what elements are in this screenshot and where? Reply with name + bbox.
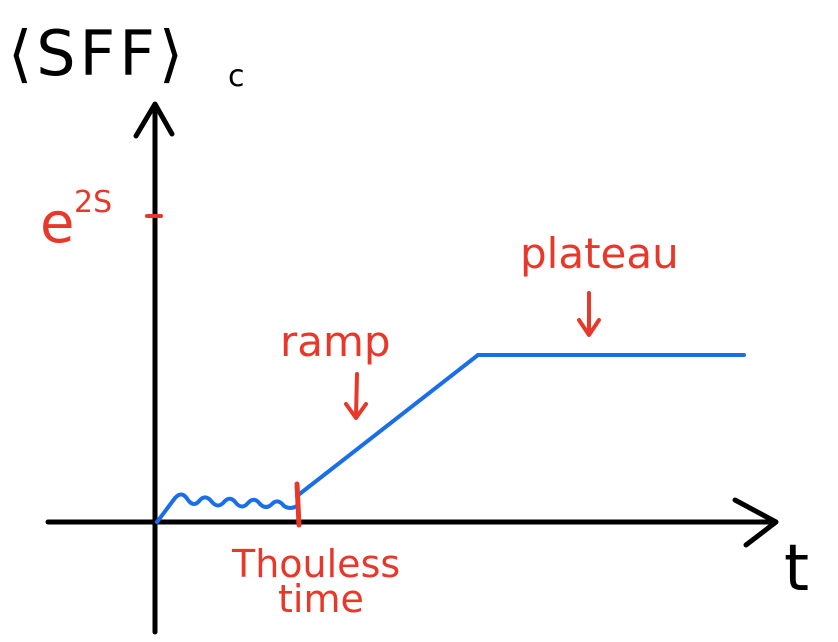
x-axis-arrowhead [732, 497, 779, 548]
plateau-annotation: plateau [520, 229, 679, 337]
y-tick-label-exponent: 2S [74, 185, 112, 220]
plateau-arrow-icon [577, 291, 601, 337]
y-tick-label-base: e [40, 191, 74, 256]
thouless-marker [294, 481, 302, 528]
ramp-line [295, 353, 480, 498]
y-axis-label: ⟨SFF⟩ [8, 17, 187, 90]
y-axis-title: ⟨SFF⟩ c [8, 17, 245, 94]
ramp-label: ramp [280, 317, 391, 366]
ramp-annotation: ramp [280, 317, 391, 420]
axes [45, 101, 779, 635]
y-axis-label-subscript: c [228, 59, 245, 94]
y-tick-e2s: e 2S [40, 185, 163, 256]
x-axis-label: t [784, 532, 809, 606]
plateau-label: plateau [520, 229, 679, 278]
thouless-label-line1: Thouless [231, 542, 400, 586]
ramp-arrow-icon [344, 372, 368, 420]
thouless-label-line2: time [278, 577, 364, 621]
early-time-wiggle [155, 492, 299, 524]
y-axis-arrowhead [133, 101, 175, 139]
sff-curve [155, 353, 746, 524]
thouless-annotation: Thouless time [231, 542, 400, 621]
